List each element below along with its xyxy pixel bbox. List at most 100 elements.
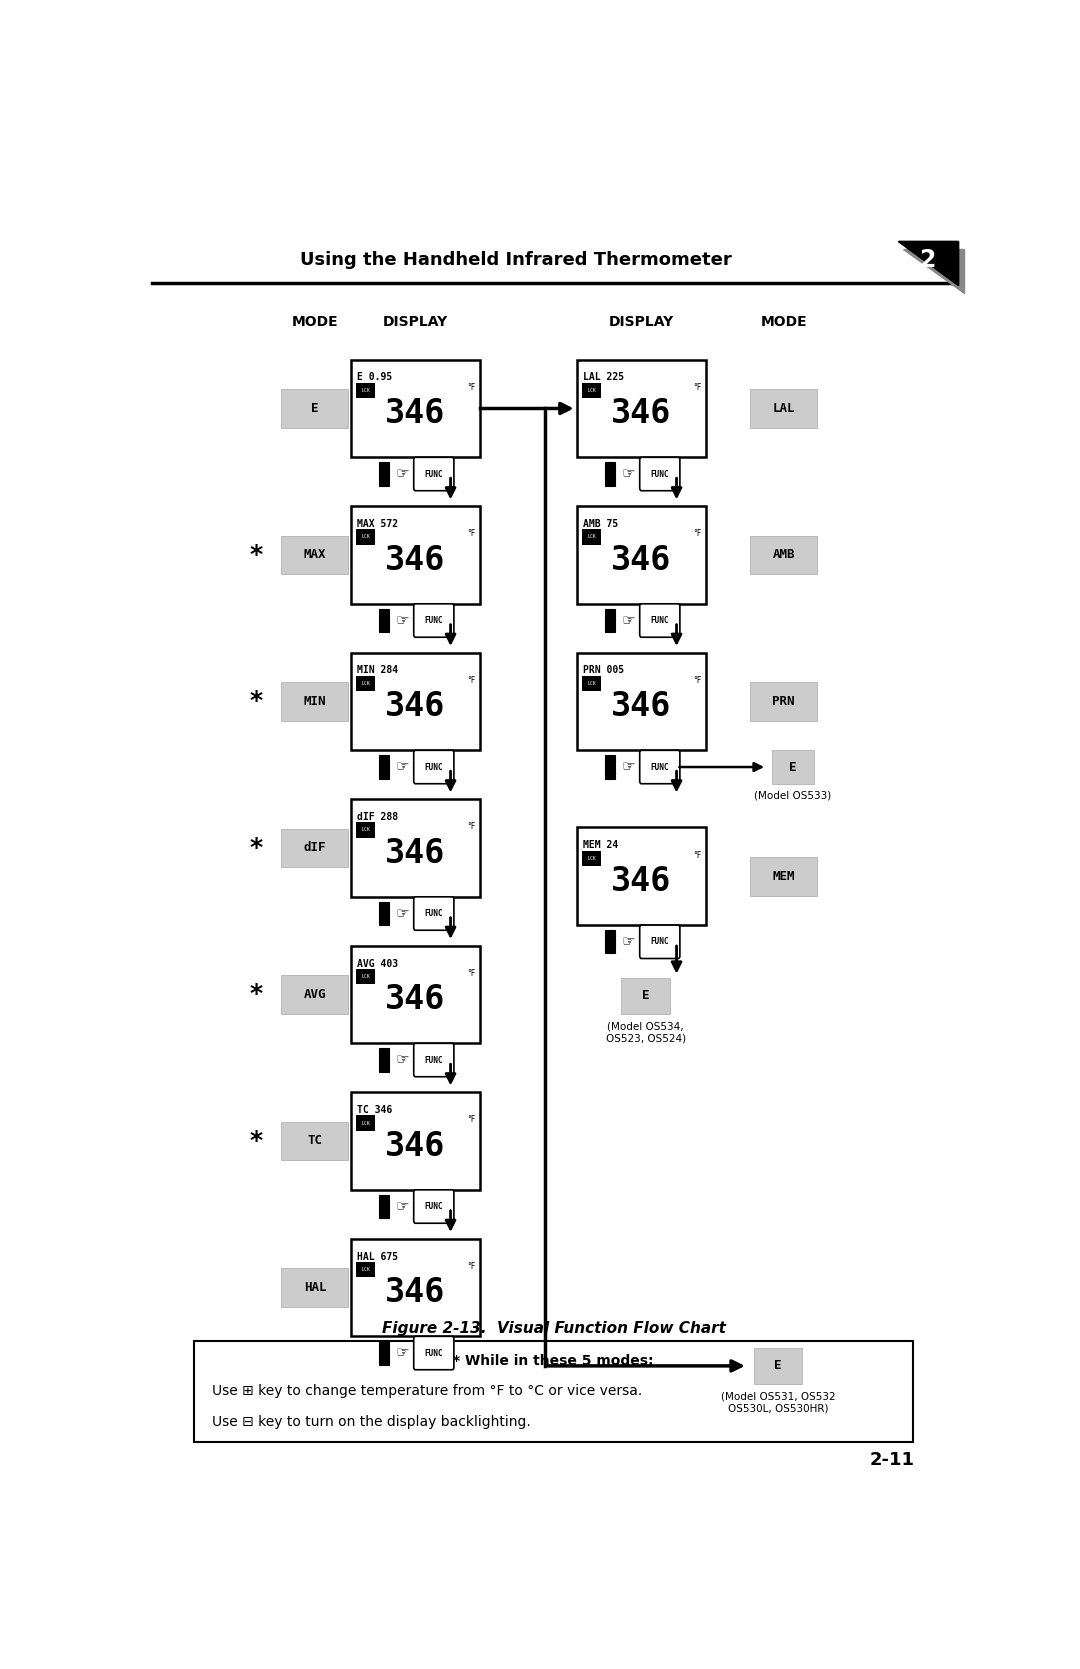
FancyBboxPatch shape [351, 506, 481, 604]
FancyBboxPatch shape [379, 1342, 390, 1365]
Text: FUNC: FUNC [650, 763, 669, 771]
Text: FUNC: FUNC [650, 469, 669, 479]
FancyBboxPatch shape [356, 382, 375, 399]
FancyBboxPatch shape [351, 1238, 481, 1337]
FancyBboxPatch shape [751, 683, 818, 721]
Polygon shape [899, 242, 958, 285]
Text: LAL 225: LAL 225 [583, 372, 624, 382]
FancyBboxPatch shape [379, 609, 390, 633]
FancyBboxPatch shape [356, 1115, 375, 1130]
FancyBboxPatch shape [282, 975, 349, 1013]
Text: MIN 284: MIN 284 [357, 666, 399, 676]
Text: 2-11: 2-11 [870, 1450, 915, 1469]
Text: 346: 346 [611, 544, 672, 576]
Text: TC: TC [308, 1135, 323, 1148]
Text: TC 346: TC 346 [357, 1105, 392, 1115]
Text: 346: 346 [386, 397, 446, 431]
FancyBboxPatch shape [282, 1122, 349, 1160]
Text: LCK: LCK [362, 534, 370, 539]
Text: 346: 346 [386, 1277, 446, 1308]
Text: FUNC: FUNC [424, 469, 443, 479]
Text: AVG 403: AVG 403 [357, 958, 399, 968]
Text: *: * [249, 983, 262, 1006]
FancyBboxPatch shape [356, 823, 375, 838]
FancyBboxPatch shape [414, 751, 454, 784]
FancyBboxPatch shape [639, 751, 680, 784]
FancyBboxPatch shape [282, 829, 349, 868]
FancyBboxPatch shape [282, 389, 349, 427]
Text: °F: °F [693, 529, 701, 539]
FancyBboxPatch shape [414, 1190, 454, 1223]
Text: ☞: ☞ [621, 935, 635, 950]
Text: Use ⊞ key to change temperature from °F to °C or vice versa.: Use ⊞ key to change temperature from °F … [212, 1384, 643, 1399]
Text: LCK: LCK [588, 387, 596, 392]
Text: (Model OS533): (Model OS533) [754, 789, 832, 799]
Text: °F: °F [693, 851, 701, 860]
Text: *: * [249, 542, 262, 567]
FancyBboxPatch shape [577, 506, 706, 604]
Text: °F: °F [467, 823, 475, 831]
Text: *: * [249, 689, 262, 713]
Text: MODE: MODE [760, 315, 807, 329]
FancyBboxPatch shape [356, 1262, 375, 1277]
FancyBboxPatch shape [356, 529, 375, 544]
Text: AVG: AVG [303, 988, 326, 1001]
Text: °F: °F [467, 529, 475, 539]
FancyBboxPatch shape [379, 756, 390, 778]
Text: Use ⊟ key to turn on the display backlighting.: Use ⊟ key to turn on the display backlig… [212, 1415, 530, 1429]
FancyBboxPatch shape [751, 389, 818, 427]
Text: 346: 346 [386, 544, 446, 576]
Text: LCK: LCK [588, 534, 596, 539]
Text: FUNC: FUNC [424, 616, 443, 624]
Text: PRN 005: PRN 005 [583, 666, 624, 676]
Text: ☞: ☞ [621, 759, 635, 774]
Text: MEM 24: MEM 24 [583, 840, 619, 850]
Text: LCK: LCK [588, 856, 596, 861]
Text: *: * [249, 1128, 262, 1153]
Text: DISPLAY: DISPLAY [382, 315, 448, 329]
Polygon shape [903, 249, 963, 292]
Text: °F: °F [467, 968, 475, 978]
Text: FUNC: FUNC [424, 1055, 443, 1065]
Text: * While in these 5 modes:: * While in these 5 modes: [454, 1354, 653, 1369]
FancyBboxPatch shape [582, 529, 600, 544]
Text: 346: 346 [611, 397, 672, 431]
Text: °F: °F [467, 382, 475, 392]
FancyBboxPatch shape [282, 683, 349, 721]
Text: ☞: ☞ [395, 1345, 409, 1360]
Text: MEM: MEM [772, 870, 795, 883]
Text: 346: 346 [386, 1130, 446, 1163]
Text: E: E [642, 990, 649, 1003]
FancyBboxPatch shape [356, 676, 375, 691]
Text: 346: 346 [386, 983, 446, 1016]
Text: ☞: ☞ [621, 613, 635, 628]
Text: LCK: LCK [588, 681, 596, 686]
Text: (Model OS534,
OS523, OS524): (Model OS534, OS523, OS524) [606, 1021, 686, 1043]
Text: FUNC: FUNC [424, 763, 443, 771]
Polygon shape [899, 242, 958, 285]
Text: MIN: MIN [303, 694, 326, 708]
FancyBboxPatch shape [351, 946, 481, 1043]
FancyBboxPatch shape [639, 457, 680, 491]
Text: ☞: ☞ [395, 467, 409, 482]
FancyBboxPatch shape [379, 1048, 390, 1071]
Text: LCK: LCK [362, 828, 370, 833]
FancyBboxPatch shape [351, 1092, 481, 1190]
Text: ☞: ☞ [395, 906, 409, 921]
Text: AMB: AMB [772, 549, 795, 561]
FancyBboxPatch shape [639, 925, 680, 958]
FancyBboxPatch shape [582, 851, 600, 866]
Text: (Model OS531, OS532
OS530L, OS530HR): (Model OS531, OS532 OS530L, OS530HR) [720, 1392, 835, 1414]
Text: LCK: LCK [362, 1267, 370, 1272]
Text: ☞: ☞ [395, 1053, 409, 1068]
FancyBboxPatch shape [351, 653, 481, 751]
FancyBboxPatch shape [356, 968, 375, 985]
Text: LAL: LAL [772, 402, 795, 416]
Text: HAL 675: HAL 675 [357, 1252, 399, 1262]
FancyBboxPatch shape [577, 828, 706, 925]
Text: HAL: HAL [303, 1282, 326, 1293]
Text: FUNC: FUNC [650, 616, 669, 624]
FancyBboxPatch shape [605, 462, 616, 486]
Text: °F: °F [693, 676, 701, 684]
FancyBboxPatch shape [751, 856, 818, 896]
